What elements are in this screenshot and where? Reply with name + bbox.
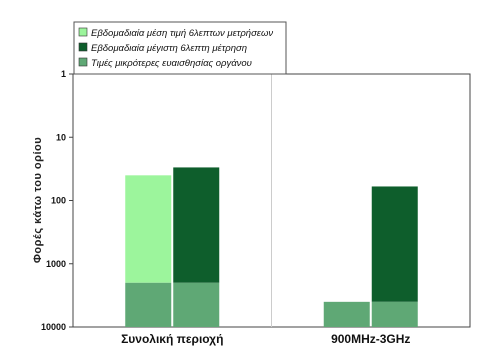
legend-label-1: Εβδομαδιαία μέγιστη 6λεπτη μέτρηση xyxy=(91,43,247,54)
y-tick-label-3: 1000 xyxy=(46,259,66,269)
y-tick-label-2: 100 xyxy=(51,196,66,206)
legend-swatch-0 xyxy=(78,27,88,37)
bar-0-0-lower xyxy=(125,282,172,327)
legend: Εβδομαδιαία μέση τιμή 6λεπτων μετρήσεων Ε… xyxy=(73,21,287,75)
x-categories: Συνολική περιοχή 900MHz-3GHz xyxy=(121,332,410,346)
bar-1-0-lower xyxy=(323,301,370,327)
bar-0-1-lower xyxy=(173,282,220,327)
bar-1-1-lower xyxy=(371,301,418,327)
y-tick-label-0: 1 xyxy=(61,69,66,79)
legend-label-0: Εβδομαδιαία μέση τιμή 6λεπτων μετρήσεων xyxy=(91,28,273,39)
category-label-0: Συνολική περιοχή xyxy=(121,332,223,346)
bars xyxy=(125,167,418,327)
y-axis-title: Φορές κάτω του ορίου xyxy=(32,137,44,263)
legend-swatch-2 xyxy=(78,57,88,67)
legend-label-2: Τιμές μικρότερες ευαισθησίας οργάνου xyxy=(91,58,252,69)
legend-swatch-1 xyxy=(78,42,88,52)
y-tick-label-1: 10 xyxy=(56,132,66,142)
bar-1-1-upper xyxy=(371,186,418,302)
y-ticks: 1 10 100 1000 10000 xyxy=(41,69,73,332)
bar-0-1-upper xyxy=(173,167,220,283)
y-tick-label-4: 10000 xyxy=(41,322,66,332)
bar-0-0-upper xyxy=(125,175,172,283)
category-label-1: 900MHz-3GHz xyxy=(331,332,410,346)
legend-box xyxy=(73,21,287,75)
